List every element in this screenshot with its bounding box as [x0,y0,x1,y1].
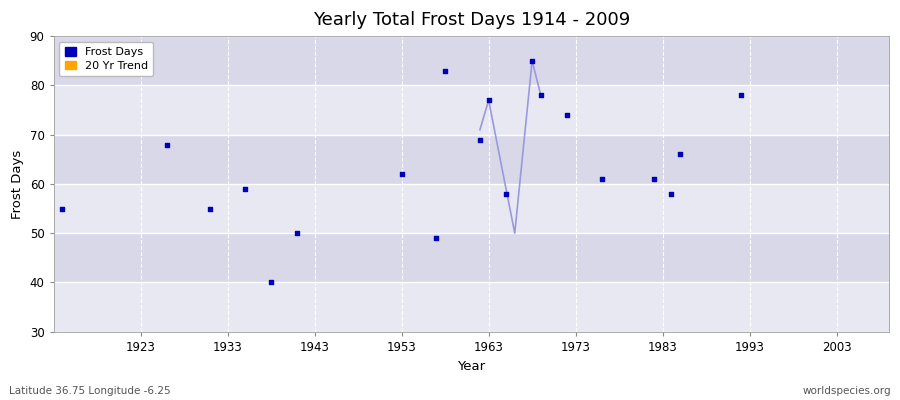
Bar [54,184,889,233]
Text: worldspecies.org: worldspecies.org [803,386,891,396]
Text: Latitude 36.75 Longitude -6.25: Latitude 36.75 Longitude -6.25 [9,386,171,396]
Point [290,230,304,236]
Point [394,171,409,177]
Point [482,97,496,104]
Bar [54,86,889,135]
Point [534,92,548,98]
Point [525,58,539,64]
Point [595,176,609,182]
X-axis label: Year: Year [457,360,485,373]
Point [647,176,662,182]
Y-axis label: Frost Days: Frost Days [11,149,24,218]
Title: Yearly Total Frost Days 1914 - 2009: Yearly Total Frost Days 1914 - 2009 [312,11,630,29]
Bar [54,135,889,184]
Point [264,279,278,286]
Point [472,136,487,143]
Point [159,141,174,148]
Point [203,205,218,212]
Bar [54,233,889,282]
Point [560,112,574,118]
Point [238,186,252,192]
Legend: Frost Days, 20 Yr Trend: Frost Days, 20 Yr Trend [59,42,153,76]
Point [55,205,69,212]
Bar [54,36,889,86]
Point [499,190,513,197]
Point [673,151,688,158]
Point [734,92,748,98]
Point [664,190,679,197]
Bar [54,282,889,332]
Point [429,235,444,241]
Point [438,68,453,74]
